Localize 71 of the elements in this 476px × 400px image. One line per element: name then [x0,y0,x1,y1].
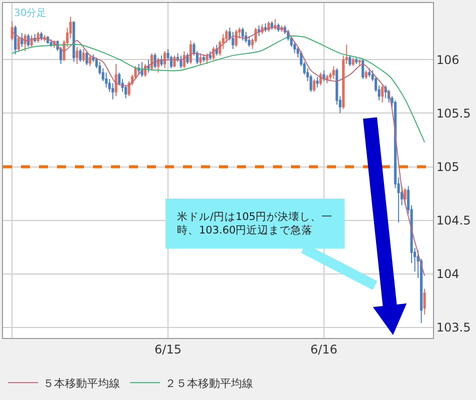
candlestick [312,78,316,92]
candlestick [173,54,176,68]
candlestick [27,34,30,48]
y-tick-label: 104.5 [436,213,471,228]
x-tick-label: 6/16 [310,342,338,356]
candlestick [10,20,14,41]
legend-label: ５本移動平均線 [43,376,120,390]
candlestick [72,20,76,62]
candlestick [212,46,215,60]
candlestick [156,57,160,74]
y-tick-label: 103.5 [436,320,471,334]
candlestick [189,40,192,65]
candlestick [154,52,156,69]
candlestick [36,31,40,44]
candlestick [79,48,82,62]
candlestick [234,29,238,48]
candlestick [232,31,234,50]
candlestick [404,188,406,206]
candlestick [326,74,328,84]
candlestick [316,76,319,88]
candlestick [24,34,26,52]
y-tick-label: 105.5 [436,106,471,120]
candlestick [76,46,78,65]
candlestick [319,72,322,86]
legend-label: ２５本移動平均線 [165,376,253,390]
candlestick [322,70,326,82]
candlestick [140,61,144,78]
candlestick [40,31,43,41]
candlestick [163,50,166,69]
candlestick [258,24,260,37]
candlestick [241,27,244,41]
candlestick [86,52,88,66]
candlestick [150,52,154,71]
candlestick [20,32,24,48]
candlestick [147,59,150,74]
candlestick [114,64,118,97]
candlestick [381,84,384,104]
candlestick [104,72,108,88]
candlestick [352,57,354,67]
y-tick-label: 106 [436,52,460,67]
candlestick [270,20,274,30]
candlestick [43,34,46,42]
candlestick [348,54,352,67]
candlestick [248,36,250,48]
candlestick [199,52,202,66]
candlestick [368,68,371,78]
candlestick [82,48,85,62]
candlestick [202,54,206,62]
candlestick [206,52,208,65]
candlestick [332,66,335,80]
candlestick [180,54,182,69]
candlestick [182,50,186,69]
candlestick [364,70,368,80]
candlestick [50,38,52,48]
candlestick [14,24,17,55]
x-tick-label: 6/15 [154,342,182,356]
y-tick-label: 104 [436,266,460,281]
candlestick [267,20,270,32]
y-tick-label: 105 [436,160,460,174]
candlestick [208,50,212,60]
annotation: 30分足 [14,7,47,19]
candlestick [88,54,92,67]
candlestick [215,44,218,56]
candlestick [358,59,361,67]
candlestick [362,59,364,80]
candlestick [17,36,20,52]
candlestick [111,82,114,100]
candlestick [355,57,358,65]
candlestick [423,288,426,315]
candlestick [274,18,276,30]
annotation: 米ドル/円は105円が決壊し、一時、103.60円近辺まで急落 [177,210,333,237]
